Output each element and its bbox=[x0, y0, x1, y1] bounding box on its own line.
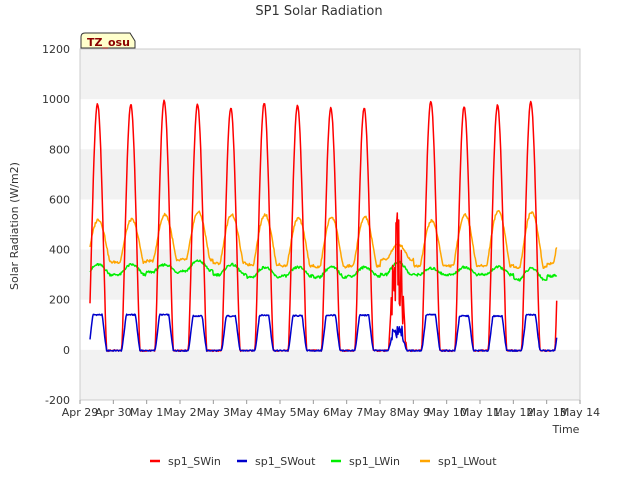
x-tick-label: May 4 bbox=[230, 406, 263, 419]
x-tick-label: May 1 bbox=[130, 406, 163, 419]
x-tick-label: May 11 bbox=[460, 406, 500, 419]
series-line-sp1_LWout bbox=[89, 209, 558, 270]
x-tick-label: Apr 29 bbox=[62, 406, 99, 419]
series-line-sp1_LWin bbox=[89, 259, 558, 282]
x-tick-label: May 9 bbox=[397, 406, 430, 419]
grid-band bbox=[80, 249, 580, 300]
chart-title: SP1 Solar Radiation bbox=[255, 4, 382, 19]
x-axis-label: Time bbox=[552, 423, 580, 436]
x-tick-label: May 2 bbox=[163, 406, 196, 419]
annotation-label: TZ_osu bbox=[87, 36, 130, 49]
y-tick-label: -200 bbox=[45, 394, 70, 407]
y-tick-label: 0 bbox=[63, 344, 70, 357]
x-tick-label: May 7 bbox=[330, 406, 363, 419]
grid-band bbox=[80, 149, 580, 200]
legend: sp1_SWin sp1_SWout sp1_LWin sp1_LWout bbox=[150, 455, 497, 468]
y-tick-label: 200 bbox=[49, 294, 70, 307]
x-tick-label: May 12 bbox=[493, 406, 533, 419]
legend-label: sp1_LWout bbox=[438, 455, 497, 468]
y-tick-label: 1000 bbox=[42, 93, 70, 106]
plot-area bbox=[79, 48, 581, 401]
legend-label: sp1_SWin bbox=[168, 455, 221, 468]
background-bands bbox=[80, 49, 580, 400]
legend-label: sp1_SWout bbox=[255, 455, 316, 468]
y-axis-ticks: -200 0 200 400 600 800 1000 1200 bbox=[42, 43, 70, 407]
x-tick-label: May 10 bbox=[427, 406, 467, 419]
annotation-badge: TZ_osu bbox=[80, 32, 136, 49]
y-axis-label: Solar Radiation (W/m2) bbox=[8, 162, 21, 290]
y-tick-label: 400 bbox=[49, 244, 70, 257]
x-tick-label: Apr 30 bbox=[95, 406, 132, 419]
y-tick-label: 800 bbox=[49, 143, 70, 156]
grid-band bbox=[80, 49, 580, 100]
annotation-box bbox=[80, 32, 136, 49]
series-layer bbox=[89, 99, 558, 353]
x-tick-label: May 3 bbox=[197, 406, 230, 419]
y-tick-label: 600 bbox=[49, 193, 70, 206]
x-tick-label: May 8 bbox=[363, 406, 396, 419]
grid-band bbox=[80, 349, 580, 400]
x-tick-label: May 5 bbox=[263, 406, 296, 419]
series-line-sp1_SWout bbox=[89, 313, 558, 352]
x-tick-label: May 14 bbox=[560, 406, 600, 419]
y-tick-label: 1200 bbox=[42, 43, 70, 56]
x-tick-label: May 6 bbox=[297, 406, 330, 419]
x-tick-label: May 13 bbox=[527, 406, 567, 419]
legend-label: sp1_LWin bbox=[349, 455, 400, 468]
